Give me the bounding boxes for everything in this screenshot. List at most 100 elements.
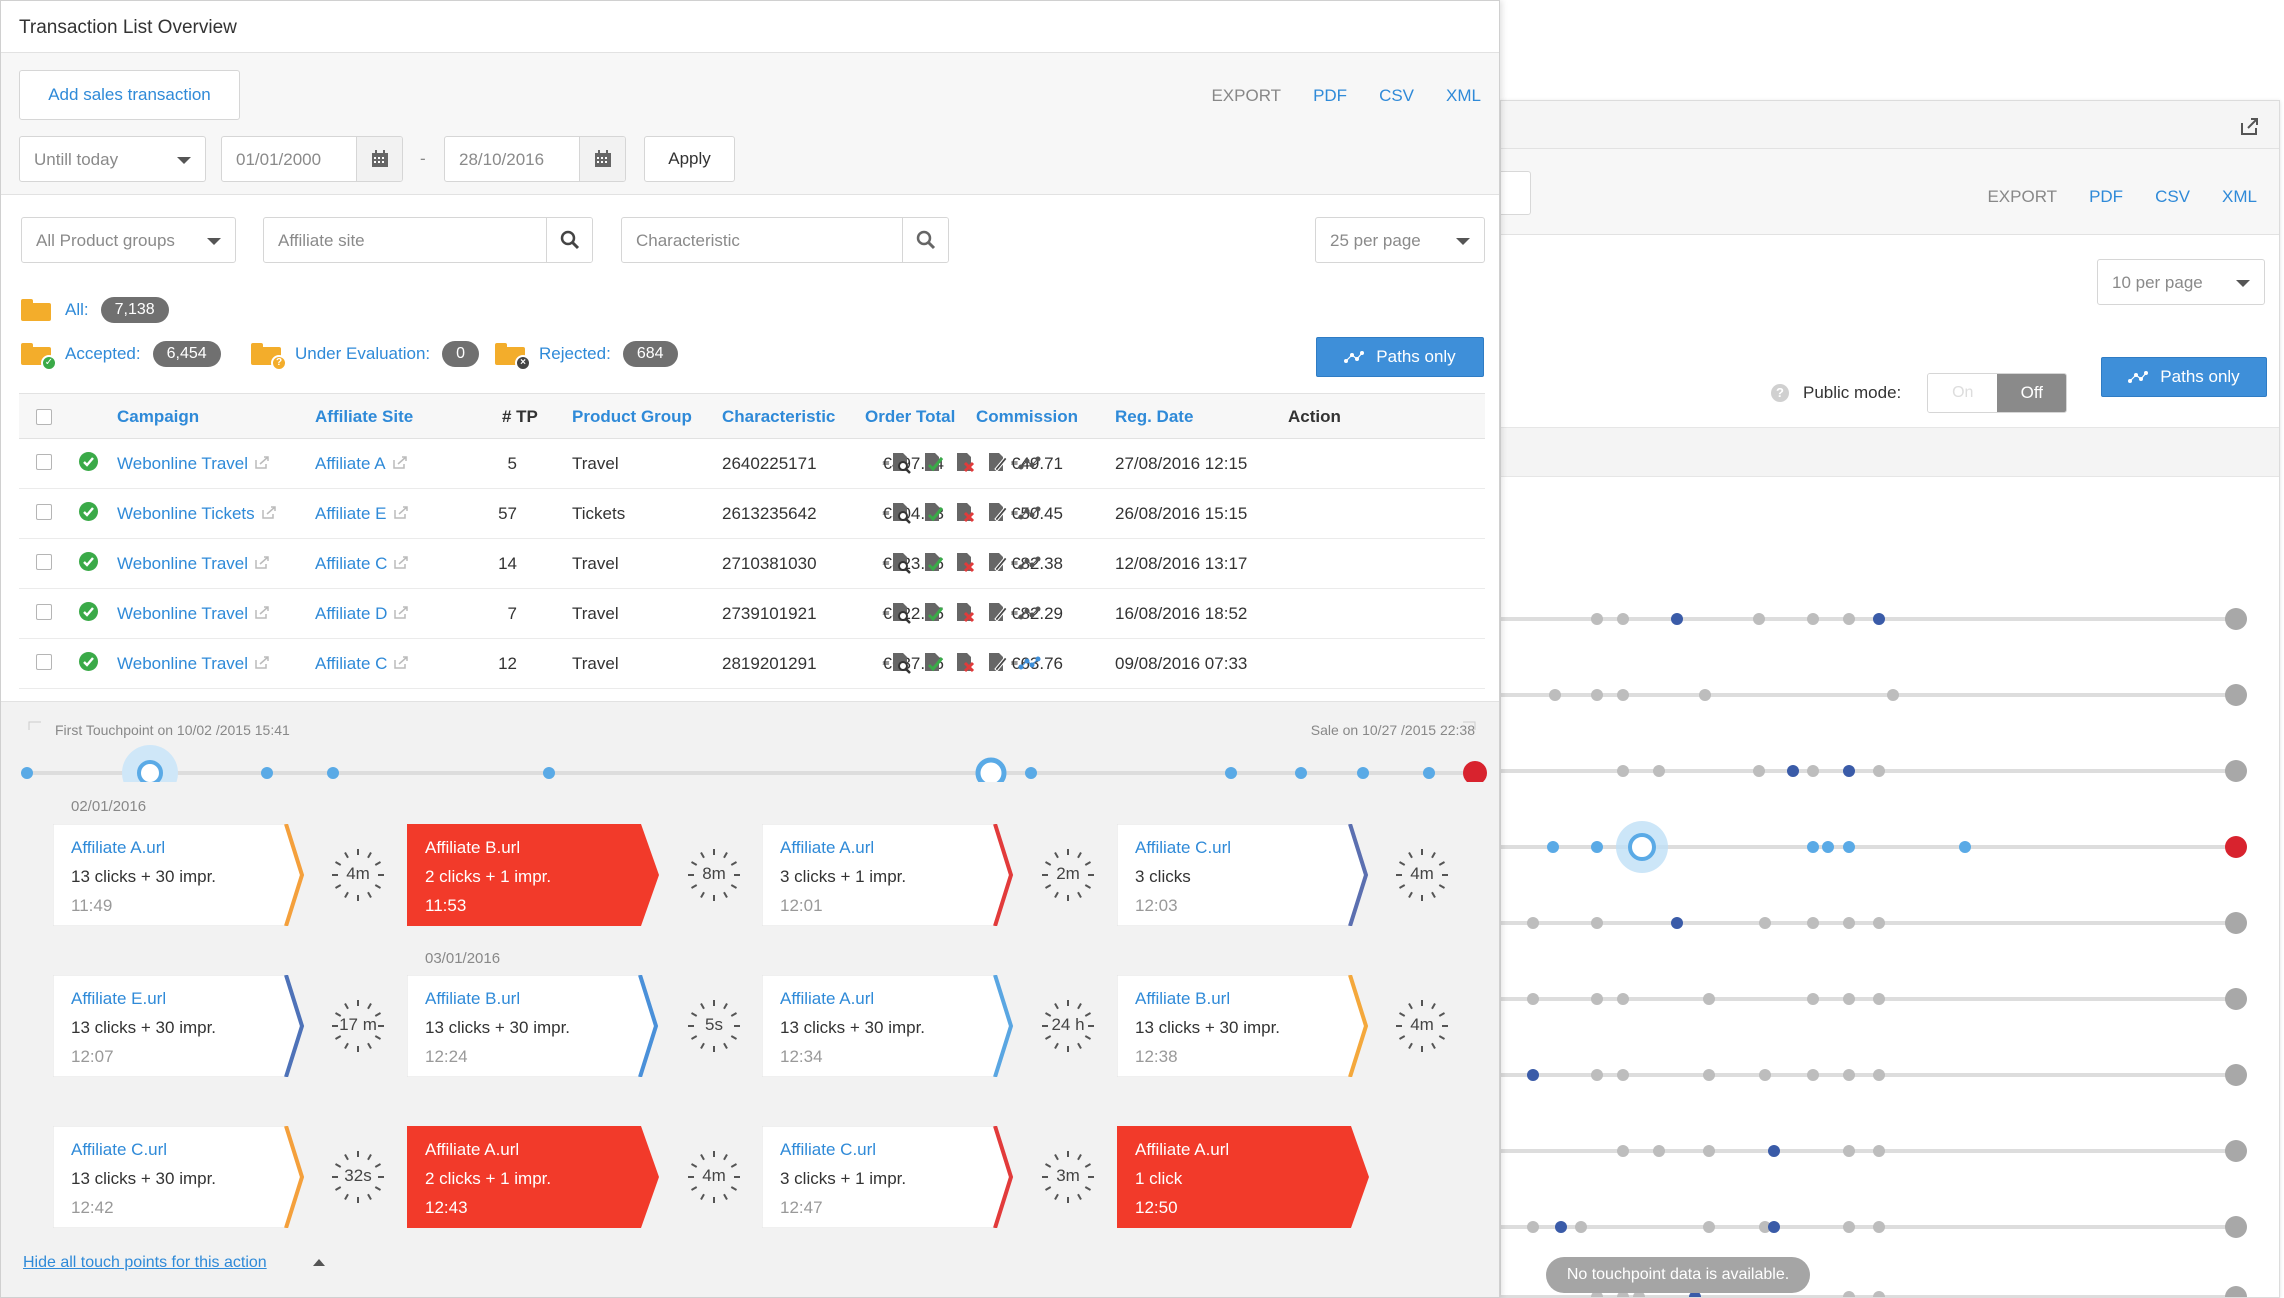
accept-icon[interactable]: [921, 651, 945, 675]
date-from-input[interactable]: 01/01/2000: [221, 136, 403, 182]
path-icon[interactable]: [1017, 451, 1041, 475]
export-csv-link[interactable]: CSV: [1379, 86, 1415, 105]
row-checkbox[interactable]: [36, 554, 52, 570]
path-icon[interactable]: [1017, 501, 1041, 525]
card-url[interactable]: Affiliate B.url: [425, 989, 521, 1008]
affiliate-site-link[interactable]: Affiliate D: [315, 604, 409, 625]
row-checkbox[interactable]: [36, 504, 52, 520]
touchpoint-card[interactable]: Affiliate A.url 2 clicks + 1 impr. 12:43: [407, 1126, 659, 1228]
status-under-evaluation[interactable]: ? Under Evaluation: 0: [251, 337, 480, 371]
search-icon[interactable]: [902, 218, 948, 262]
back-export-csv[interactable]: CSV: [2155, 187, 2191, 206]
external-link-icon[interactable]: [254, 655, 270, 675]
reject-icon[interactable]: [953, 651, 977, 675]
chevron-up-icon[interactable]: [313, 1259, 325, 1266]
external-link-icon[interactable]: [393, 605, 409, 625]
paths-only-button[interactable]: Paths only: [1316, 337, 1484, 377]
status-rejected[interactable]: × Rejected: 684: [495, 337, 678, 371]
hide-touchpoints-link[interactable]: Hide all touch points for this action: [23, 1254, 267, 1271]
calendar-icon[interactable]: [579, 137, 625, 181]
row-checkbox[interactable]: [36, 454, 52, 470]
card-url[interactable]: Affiliate A.url: [1135, 1140, 1230, 1159]
campaign-link[interactable]: Webonline Travel: [117, 604, 270, 625]
edit-icon[interactable]: [985, 551, 1009, 575]
accept-icon[interactable]: [921, 601, 945, 625]
card-url[interactable]: Affiliate A.url: [780, 989, 875, 1008]
card-url[interactable]: Affiliate B.url: [1135, 989, 1231, 1008]
affiliate-site-link[interactable]: Affiliate E: [315, 504, 409, 525]
help-icon[interactable]: ?: [1771, 384, 1789, 402]
touchpoint-card[interactable]: Affiliate A.url 1 click 12:50: [1117, 1126, 1369, 1228]
external-link-icon[interactable]: [261, 505, 277, 525]
accept-icon[interactable]: [921, 551, 945, 575]
card-url[interactable]: Affiliate C.url: [780, 1140, 877, 1159]
edit-icon[interactable]: [985, 601, 1009, 625]
accept-icon[interactable]: [921, 451, 945, 475]
table-row[interactable]: Webonline Travel Affiliate A 5 Travel 264022…: [19, 439, 1485, 489]
accept-icon[interactable]: [921, 501, 945, 525]
campaign-link[interactable]: Webonline Travel: [117, 454, 270, 475]
col-product-group[interactable]: Product Group: [572, 407, 692, 426]
view-details-icon[interactable]: [889, 451, 913, 475]
card-url[interactable]: Affiliate A.url: [425, 1140, 520, 1159]
row-checkbox[interactable]: [36, 654, 52, 670]
characteristic-search[interactable]: Characteristic: [621, 217, 949, 263]
external-link-icon[interactable]: [254, 455, 270, 475]
col-characteristic[interactable]: Characteristic: [722, 407, 836, 426]
date-to-input[interactable]: 28/10/2016: [444, 136, 626, 182]
col-affiliate-site[interactable]: Affiliate Site: [315, 407, 414, 426]
status-accepted[interactable]: ✓ Accepted: 6,454: [21, 337, 221, 371]
touchpoint-card[interactable]: Affiliate B.url 13 clicks + 30 impr. 12:24: [407, 975, 659, 1077]
public-mode-toggle[interactable]: On Off: [1927, 373, 2068, 413]
campaign-link[interactable]: Webonline Travel: [117, 554, 270, 575]
back-export-xml[interactable]: XML: [2222, 187, 2257, 206]
card-url[interactable]: Affiliate B.url: [425, 838, 521, 857]
view-details-icon[interactable]: [889, 601, 913, 625]
path-icon[interactable]: [1017, 601, 1041, 625]
affiliate-site-link[interactable]: Affiliate C: [315, 654, 409, 675]
date-range-select[interactable]: Untill today: [19, 136, 206, 182]
product-groups-select[interactable]: All Product groups: [21, 217, 236, 263]
share-icon[interactable]: [2239, 115, 2261, 137]
view-details-icon[interactable]: [889, 551, 913, 575]
add-sales-transaction-button[interactable]: Add sales transaction: [19, 70, 240, 120]
card-url[interactable]: Affiliate C.url: [1135, 838, 1232, 857]
touchpoint-card[interactable]: Affiliate A.url 3 clicks + 1 impr. 12:01: [762, 824, 1014, 926]
edit-icon[interactable]: [985, 651, 1009, 675]
per-page-select[interactable]: 25 per page: [1315, 217, 1485, 263]
touchpoint-card[interactable]: Affiliate B.url 13 clicks + 30 impr. 12:38: [1117, 975, 1369, 1077]
back-per-page-select[interactable]: 10 per page: [2097, 259, 2265, 305]
reject-icon[interactable]: [953, 451, 977, 475]
touchpoint-card[interactable]: Affiliate C.url 13 clicks + 30 impr. 12:42: [53, 1126, 305, 1228]
toggle-on[interactable]: On: [1928, 374, 1998, 412]
path-icon[interactable]: [1017, 651, 1041, 675]
table-row[interactable]: Webonline Travel Affiliate D 7 Travel 273910…: [19, 589, 1485, 639]
reject-icon[interactable]: [953, 501, 977, 525]
col-commission[interactable]: Commission: [976, 407, 1079, 426]
view-details-icon[interactable]: [889, 651, 913, 675]
campaign-link[interactable]: Webonline Tickets: [117, 504, 277, 525]
back-paths-only-button[interactable]: Paths only: [2101, 357, 2267, 397]
col-reg-date[interactable]: Reg. Date: [1115, 407, 1194, 426]
back-partial-input[interactable]: [1501, 171, 1531, 215]
col-campaign[interactable]: Campaign: [117, 407, 200, 426]
external-link-icon[interactable]: [393, 655, 409, 675]
touchpoint-card[interactable]: Affiliate C.url 3 clicks 12:03: [1117, 824, 1369, 926]
back-export-pdf[interactable]: PDF: [2089, 187, 2124, 206]
view-details-icon[interactable]: [889, 501, 913, 525]
search-icon[interactable]: [546, 218, 592, 262]
toggle-off[interactable]: Off: [1997, 374, 2067, 412]
card-url[interactable]: Affiliate A.url: [780, 838, 875, 857]
reject-icon[interactable]: [953, 601, 977, 625]
export-xml-link[interactable]: XML: [1446, 86, 1481, 105]
external-link-icon[interactable]: [254, 605, 270, 625]
path-icon[interactable]: [1017, 551, 1041, 575]
col-order-total[interactable]: Order Total: [865, 407, 956, 426]
affiliate-site-search[interactable]: Affiliate site: [263, 217, 593, 263]
external-link-icon[interactable]: [393, 555, 409, 575]
table-row[interactable]: Webonline Travel Affiliate C 14 Travel 27103…: [19, 539, 1485, 589]
edit-icon[interactable]: [985, 451, 1009, 475]
external-link-icon[interactable]: [392, 455, 408, 475]
affiliate-site-link[interactable]: Affiliate A: [315, 454, 408, 475]
calendar-icon[interactable]: [356, 137, 402, 181]
